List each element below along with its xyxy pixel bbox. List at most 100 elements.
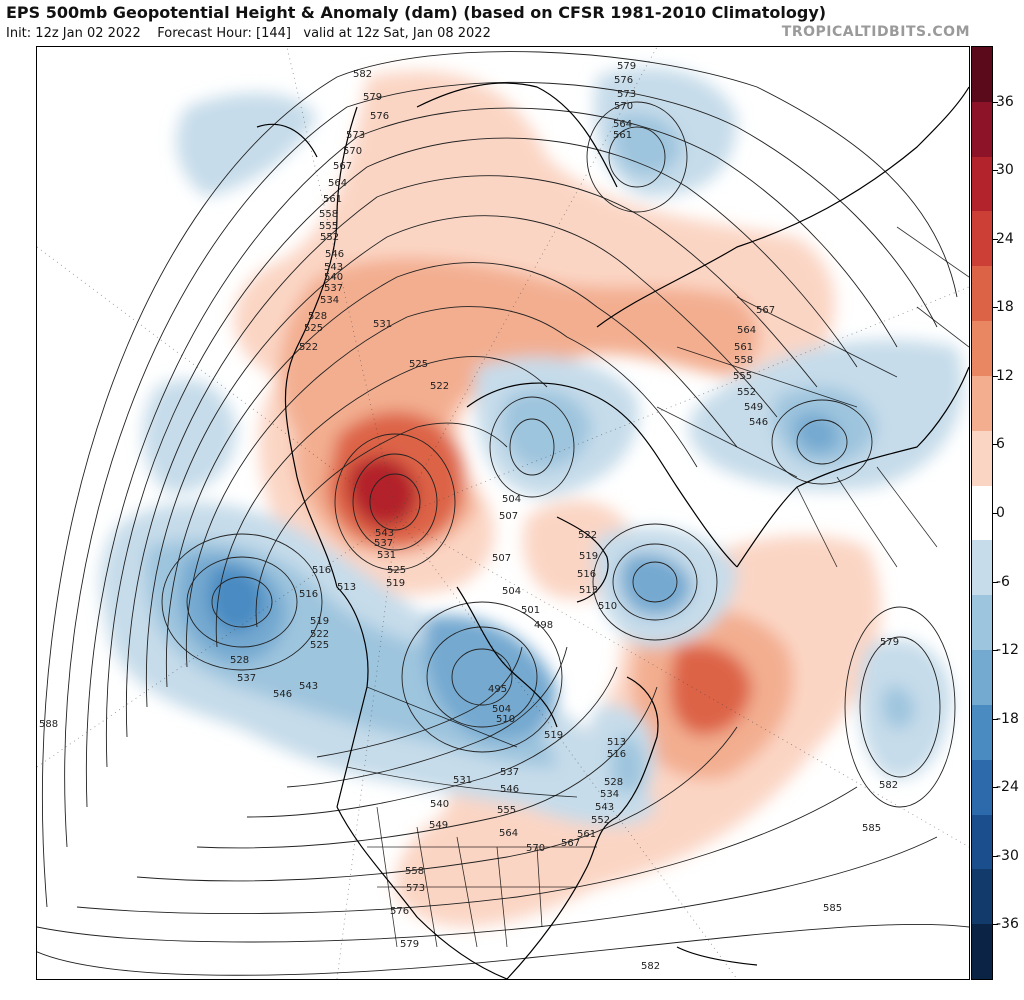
- contour-label: 564: [499, 828, 518, 839]
- height-contour: [255, 422, 508, 628]
- height-contour: [771, 399, 873, 485]
- contour-label: 585: [862, 823, 881, 834]
- border-line: [896, 226, 969, 348]
- contour-label: 525: [387, 565, 406, 576]
- negative-anomaly-region: [610, 736, 646, 794]
- graticule-line: [396, 516, 738, 979]
- colorbar-segment: [972, 924, 992, 980]
- colorbar-label: 36: [996, 93, 1014, 110]
- contour-labels: 579 576 573 570 564 561 582 579 576 573 …: [39, 61, 899, 972]
- coastline: [506, 676, 659, 979]
- colorbar-label: -18: [996, 710, 1019, 727]
- colorbar-tick: [993, 170, 998, 172]
- colorbar-segment: [972, 595, 992, 651]
- colorbar-tick: [993, 375, 998, 377]
- contour-label: 570: [343, 146, 362, 157]
- height-contour: [185, 306, 698, 668]
- height-contour: [451, 648, 513, 706]
- contour-label: 579: [363, 92, 382, 103]
- colorbar-segment: [972, 759, 992, 815]
- contour-label: 516: [299, 589, 318, 600]
- negative-anomaly-region: [794, 413, 840, 454]
- init-time: Init: 12z Jan 02 2022: [6, 26, 141, 41]
- contour-label: 564: [613, 119, 632, 130]
- colorbar-tick: [993, 924, 998, 926]
- colorbar-tick: [993, 444, 998, 446]
- colorbar-label: 24: [996, 230, 1014, 247]
- colorbar-segment: [972, 704, 992, 760]
- contour-label: 519: [386, 578, 405, 589]
- colorbar-tick: [993, 513, 998, 514]
- height-contour: [64, 81, 938, 848]
- coastline: [466, 382, 738, 568]
- contour-label: 573: [346, 130, 365, 141]
- contour-label: 522: [299, 342, 318, 353]
- colorbar-tick: [993, 101, 998, 103]
- border-line: [656, 296, 898, 478]
- colorbar-label: -6: [996, 573, 1010, 590]
- contour-label: 510: [598, 601, 617, 612]
- colorbar-label: 12: [996, 367, 1014, 384]
- positive-anomaly-region: [669, 644, 752, 736]
- contour-label: 561: [577, 829, 596, 840]
- height-contour: [426, 626, 538, 728]
- height-contour: [215, 356, 548, 648]
- contour-label: 579: [880, 637, 899, 648]
- coastline: [416, 82, 618, 188]
- coastline: [596, 86, 969, 328]
- contour-label: 519: [310, 616, 329, 627]
- graticule-line: [396, 516, 969, 848]
- contour-label: 540: [430, 799, 449, 810]
- colorbar-segment: [972, 101, 992, 157]
- contour-label: 522: [578, 530, 597, 541]
- contour-label: 573: [406, 883, 425, 894]
- contour-label: 522: [310, 629, 329, 640]
- contour-label: 519: [544, 730, 563, 741]
- colorbar-tick: [993, 581, 998, 583]
- contour-label: 498: [534, 620, 553, 631]
- colorbar-label: 18: [996, 299, 1014, 316]
- colorbar-segment: [972, 321, 992, 377]
- contour-label: 540: [324, 272, 343, 283]
- height-contour: [859, 636, 941, 778]
- contour-label: 543: [324, 262, 343, 273]
- height-contour: [286, 646, 568, 788]
- border-line: [366, 686, 518, 748]
- contour-label: 507: [499, 511, 518, 522]
- contour-label: 567: [561, 838, 580, 849]
- height-contour: [352, 453, 438, 551]
- colorbar-segment: [972, 211, 992, 267]
- contour-label: 525: [409, 359, 428, 370]
- contour-label: 531: [373, 319, 392, 330]
- height-contour: [145, 215, 778, 708]
- height-contour: [608, 126, 666, 188]
- contour-label: 528: [230, 655, 249, 666]
- map-panel: 579 576 573 570 564 561 582 579 576 573 …: [36, 46, 970, 980]
- colorbar-label: -12: [996, 642, 1019, 659]
- height-contour: [509, 418, 555, 476]
- contour-label: 537: [374, 538, 393, 549]
- contour-label: 528: [308, 311, 327, 322]
- height-contour: [37, 836, 938, 943]
- contour-label: 525: [304, 323, 323, 334]
- height-contour: [105, 137, 858, 768]
- colorbar-segment: [972, 650, 992, 706]
- contour-label: 570: [526, 843, 545, 854]
- height-contour: [85, 107, 898, 808]
- colorbar-label: -36: [996, 916, 1019, 933]
- contour-label: 570: [614, 101, 633, 112]
- map-subtitle: Init: 12z Jan 02 2022 Forecast Hour: [14…: [6, 26, 491, 41]
- contour-label: 552: [737, 387, 756, 398]
- contour-label: 537: [324, 283, 343, 294]
- height-contour: [125, 175, 818, 738]
- height-contour: [42, 51, 958, 908]
- chart-header: EPS 500mb Geopotential Height & Anomaly …: [0, 0, 1024, 46]
- brand-watermark: TROPICALTIDBITS.COM: [781, 24, 970, 40]
- coastline: [736, 366, 969, 568]
- contour-label: 504: [502, 494, 521, 505]
- border-line: [367, 846, 597, 888]
- contour-label: 552: [320, 232, 339, 243]
- contour-label: 549: [744, 402, 763, 413]
- colorbar-tick: [993, 855, 998, 857]
- colorbar-segment: [972, 156, 992, 212]
